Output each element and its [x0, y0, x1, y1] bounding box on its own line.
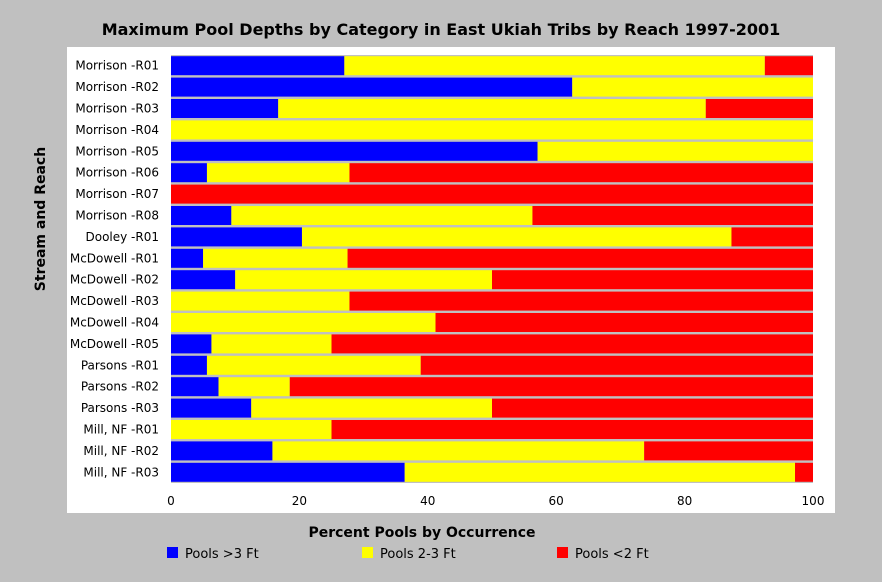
bar-segment-3-row-12: [349, 291, 813, 311]
bar-segment-3-row-18: [331, 420, 813, 439]
bar-segment-1-row-19: [171, 441, 273, 461]
x-tick-label: 40: [420, 494, 435, 508]
bar-segment-2-row-6: [206, 163, 350, 183]
bar-segment-2-row-14: [211, 334, 332, 354]
y-axis-label: Stream and Reach: [33, 147, 49, 291]
bar-segment-1-row-8: [171, 206, 232, 225]
bar-segment-1-row-6: [171, 163, 207, 183]
bar-segment-2-row-15: [206, 355, 421, 375]
category-label: Morrison -R06: [75, 166, 159, 180]
chart-title: Maximum Pool Depths by Category in East …: [102, 20, 781, 39]
bar-segment-2-row-17: [251, 398, 492, 418]
bar-segment-3-row-3: [705, 99, 813, 118]
bar-segment-3-row-6: [349, 163, 813, 183]
plot-area: [171, 55, 813, 483]
category-label: Morrison -R08: [75, 209, 159, 223]
bar-segment-2-row-2: [572, 77, 813, 97]
category-label: Dooley -R01: [86, 230, 160, 244]
bar-segment-3-row-9: [731, 227, 813, 247]
bar-segment-3-row-16: [289, 377, 813, 397]
bar-segment-2-row-8: [231, 206, 533, 225]
legend-label-3: Pools <2 Ft: [575, 547, 649, 562]
bar-segment-3-row-10: [347, 248, 813, 268]
bar-segment-3-row-14: [331, 334, 813, 354]
bar-segment-1-row-1: [171, 56, 345, 76]
bar-segment-1-row-16: [171, 377, 219, 397]
x-tick-label: 80: [677, 494, 692, 508]
x-tick-label: 60: [549, 494, 564, 508]
bars-group: [171, 56, 813, 482]
x-tick-label: 100: [802, 494, 825, 508]
bar-segment-2-row-3: [278, 99, 706, 118]
bar-segment-1-row-2: [171, 77, 573, 97]
category-label: Morrison -R07: [75, 187, 159, 201]
bar-segment-2-row-12: [171, 291, 350, 311]
x-tick-label: 0: [167, 494, 175, 508]
bar-segment-2-row-11: [235, 270, 492, 290]
bar-segment-1-row-9: [171, 227, 302, 247]
bar-segment-3-row-20: [795, 462, 813, 482]
bar-segment-1-row-14: [171, 334, 212, 354]
category-label: Morrison -R05: [75, 144, 159, 158]
category-label: Morrison -R02: [75, 80, 159, 94]
category-label: McDowell -R05: [70, 337, 159, 351]
bar-segment-2-row-9: [301, 227, 732, 247]
x-axis-label: Percent Pools by Occurrence: [308, 525, 535, 541]
category-label: Morrison -R01: [75, 59, 159, 73]
bar-segment-3-row-15: [420, 355, 813, 375]
bar-segment-3-row-19: [644, 441, 813, 461]
legend-swatch-3: [557, 547, 568, 558]
bar-segment-2-row-16: [218, 377, 290, 397]
category-labels: Morrison -R01 Morrison -R02 Morrison -R03 M…: [70, 59, 159, 480]
legend-label-2: Pools 2-3 Ft: [380, 547, 456, 562]
bar-segment-1-row-20: [171, 462, 405, 482]
bar-segment-2-row-1: [344, 56, 765, 76]
category-label: Mill, NF -R01: [83, 423, 159, 437]
category-label: Morrison -R03: [75, 102, 159, 116]
bar-segment-3-row-8: [532, 206, 813, 225]
category-label: Parsons -R03: [81, 401, 159, 415]
bar-segment-1-row-10: [171, 248, 204, 268]
bar-segment-1-row-3: [171, 99, 279, 118]
bar-segment-3-row-17: [492, 398, 813, 418]
category-label: Mill, NF -R03: [83, 465, 159, 479]
legend: Pools >3 Ft Pools 2-3 Ft Pools <2 Ft: [167, 547, 649, 562]
bar-segment-2-row-19: [272, 441, 645, 461]
bar-segment-2-row-4: [171, 120, 813, 140]
bar-segment-1-row-17: [171, 398, 252, 418]
bar-segment-2-row-20: [404, 462, 796, 482]
category-label: McDowell -R02: [70, 273, 159, 287]
bar-segment-1-row-11: [171, 270, 236, 290]
bar-segment-1-row-5: [171, 141, 538, 161]
bar-segment-3-row-7: [171, 184, 813, 204]
bar-segment-2-row-18: [171, 420, 332, 439]
legend-swatch-2: [362, 547, 373, 558]
bar-segment-2-row-13: [171, 313, 436, 332]
category-label: Morrison -R04: [75, 123, 159, 137]
bar-segment-3-row-13: [435, 313, 813, 332]
bar-segment-1-row-15: [171, 355, 207, 375]
category-label: McDowell -R01: [70, 251, 159, 265]
legend-swatch-1: [167, 547, 178, 558]
legend-label-1: Pools >3 Ft: [185, 547, 259, 562]
x-tick-label: 20: [292, 494, 307, 508]
bar-segment-2-row-5: [537, 141, 813, 161]
bar-segment-3-row-1: [764, 56, 813, 76]
x-tick-labels: 0 20 40 60 80 100: [167, 494, 824, 508]
category-label: McDowell -R04: [70, 316, 159, 330]
category-label: Parsons -R02: [81, 380, 159, 394]
category-label: Parsons -R01: [81, 358, 159, 372]
bar-segment-2-row-10: [203, 248, 348, 268]
category-label: Mill, NF -R02: [83, 444, 159, 458]
category-label: McDowell -R03: [70, 294, 159, 308]
bar-segment-3-row-11: [492, 270, 813, 290]
